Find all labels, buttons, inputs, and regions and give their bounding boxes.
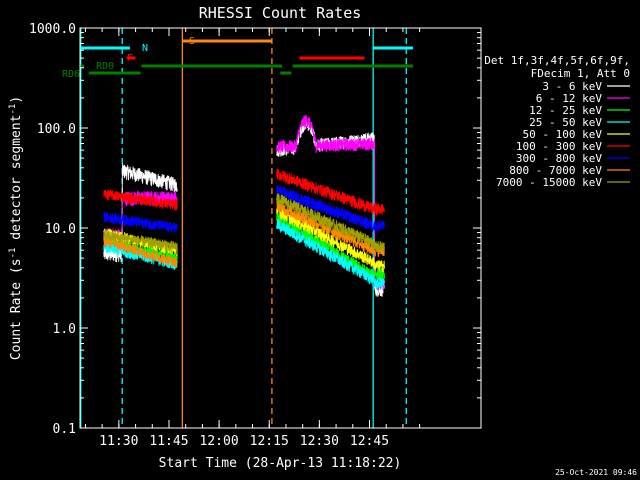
flag-rd0-label: RD0 — [96, 61, 114, 72]
flag-f-label: F — [127, 53, 133, 64]
series-line-6 — [103, 185, 385, 234]
x-axis-title: Start Time (28-Apr-13 11:18:22) — [159, 456, 402, 471]
x-tick-label-3: 12:15 — [250, 434, 289, 449]
y-tick-label-3: 1.0 — [53, 322, 76, 337]
x-tick-label-2: 12:00 — [200, 434, 239, 449]
plot-area: NF S RD0 RD6 — [62, 28, 413, 428]
flag-rd6-label: RD6 — [62, 69, 80, 80]
legend-header-line2: FDecim 1, Att 0 — [531, 67, 630, 80]
generation-timestamp: 25-Oct-2021 09:46 — [555, 468, 637, 477]
legend-label-2: 12 - 25 keV — [529, 104, 602, 117]
tick-marks — [80, 27, 481, 429]
legend-label-5: 100 - 300 keV — [516, 140, 602, 153]
legend-label-6: 300 - 800 keV — [516, 152, 602, 165]
chart-title: RHESSI Count Rates — [199, 4, 362, 22]
x-tick-label-1: 11:45 — [149, 434, 188, 449]
legend-label-7: 800 - 7000 keV — [509, 164, 602, 177]
legend-label-3: 25 - 50 keV — [529, 116, 602, 129]
y-axis-title-part3: ) — [9, 96, 24, 104]
y-tick-label-4: 0.1 — [53, 422, 76, 437]
y-axis-title-sup2: -1 — [8, 104, 18, 115]
tick-labels: 11:30 11:45 12:00 12:15 12:30 12:45 1000.0 100.… — [29, 22, 389, 449]
series-line-8 — [103, 192, 385, 253]
series-line-3 — [103, 218, 385, 290]
flag-s-label: S — [189, 36, 195, 47]
x-tick-label-5: 12:45 — [350, 434, 389, 449]
legend-label-1: 6 - 12 keV — [536, 92, 603, 105]
x-tick-label-4: 12:30 — [300, 434, 339, 449]
legend-label-4: 50 - 100 keV — [523, 128, 603, 141]
series-line-5 — [103, 168, 385, 216]
legend-label-8: 7000 - 15000 keV — [496, 176, 602, 189]
legend: Det 1f,3f,4f,5f,6f,9f, FDecim 1, Att 0 3… — [484, 54, 630, 189]
x-tick-label-0: 11:30 — [99, 434, 138, 449]
y-axis-title: Count Rate (s-1 detector segment-1) — [8, 96, 24, 360]
legend-header-line1: Det 1f,3f,4f,5f,6f,9f, — [484, 54, 630, 67]
y-axis-title-part1: Count Rate (s — [9, 258, 24, 360]
y-tick-label-2: 10.0 — [45, 222, 76, 237]
flag-n-label: N — [142, 43, 148, 54]
legend-label-0: 3 - 6 keV — [542, 80, 602, 93]
y-axis-title-part2: detector segment — [9, 115, 24, 248]
y-tick-label-1: 100.0 — [37, 122, 76, 137]
y-axis-title-sup1: -1 — [8, 248, 18, 259]
y-tick-label-0: 1000.0 — [29, 22, 76, 37]
